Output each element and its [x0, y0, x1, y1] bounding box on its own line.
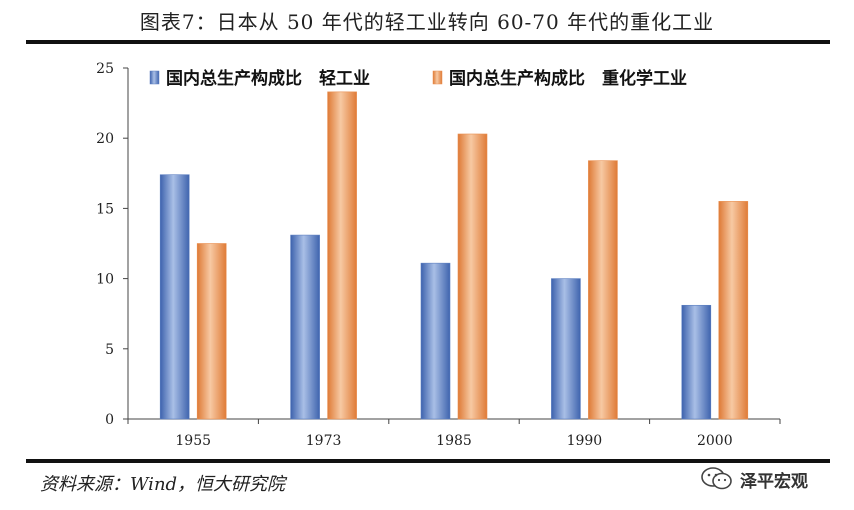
x-tick-label: 1973 [306, 433, 342, 449]
legend-swatch-heavy-industry [432, 70, 443, 85]
axes: 0 5 10 15 20 25 1955 1973 1985 1990 2000 [96, 61, 781, 449]
figure-title: 图表7：日本从 50 年代的轻工业转向 60-70 年代的重化工业 [139, 10, 715, 34]
bar-light-industry [551, 278, 581, 420]
watermark: 泽平宏观 [700, 466, 808, 492]
bar-light-industry [159, 174, 190, 420]
bar-heavy-industry [327, 91, 357, 420]
y-tick-label: 10 [96, 272, 114, 288]
bars [159, 91, 749, 420]
y-tick-label: 15 [96, 201, 114, 217]
bar-light-industry [681, 304, 712, 420]
legend-swatch-light-industry [149, 70, 160, 85]
x-tick-label: 1990 [567, 433, 603, 449]
y-tick-label: 25 [96, 61, 114, 77]
wechat-icon [701, 467, 732, 490]
y-tick-label: 5 [105, 342, 114, 358]
bar-heavy-industry [718, 201, 749, 420]
x-tick-label: 1955 [175, 433, 211, 449]
y-tick-label: 0 [105, 412, 114, 428]
watermark-text: 泽平宏观 [740, 471, 808, 492]
bar-light-industry [420, 262, 451, 420]
bar-light-industry [290, 234, 320, 420]
bar-chart: 0 5 10 15 20 25 1955 1973 1985 1990 2000 国内总生产构成比 … [96, 61, 781, 449]
y-tick-label: 20 [96, 131, 114, 147]
bottom-rule [26, 459, 830, 463]
top-rule [26, 40, 830, 44]
bar-heavy-industry [196, 243, 227, 420]
legend: 国内总生产构成比 轻工业 国内总生产构成比 重化学工业 [149, 68, 687, 89]
bar-heavy-industry [588, 160, 618, 420]
legend-label-heavy-industry: 国内总生产构成比 重化学工业 [449, 68, 687, 89]
legend-label-light-industry: 国内总生产构成比 轻工业 [166, 68, 370, 89]
source-note: 资料来源：Wind，恒大研究院 [40, 474, 286, 495]
bar-heavy-industry [457, 133, 488, 420]
x-tick-label: 2000 [697, 433, 733, 449]
x-tick-label: 1985 [436, 433, 472, 449]
